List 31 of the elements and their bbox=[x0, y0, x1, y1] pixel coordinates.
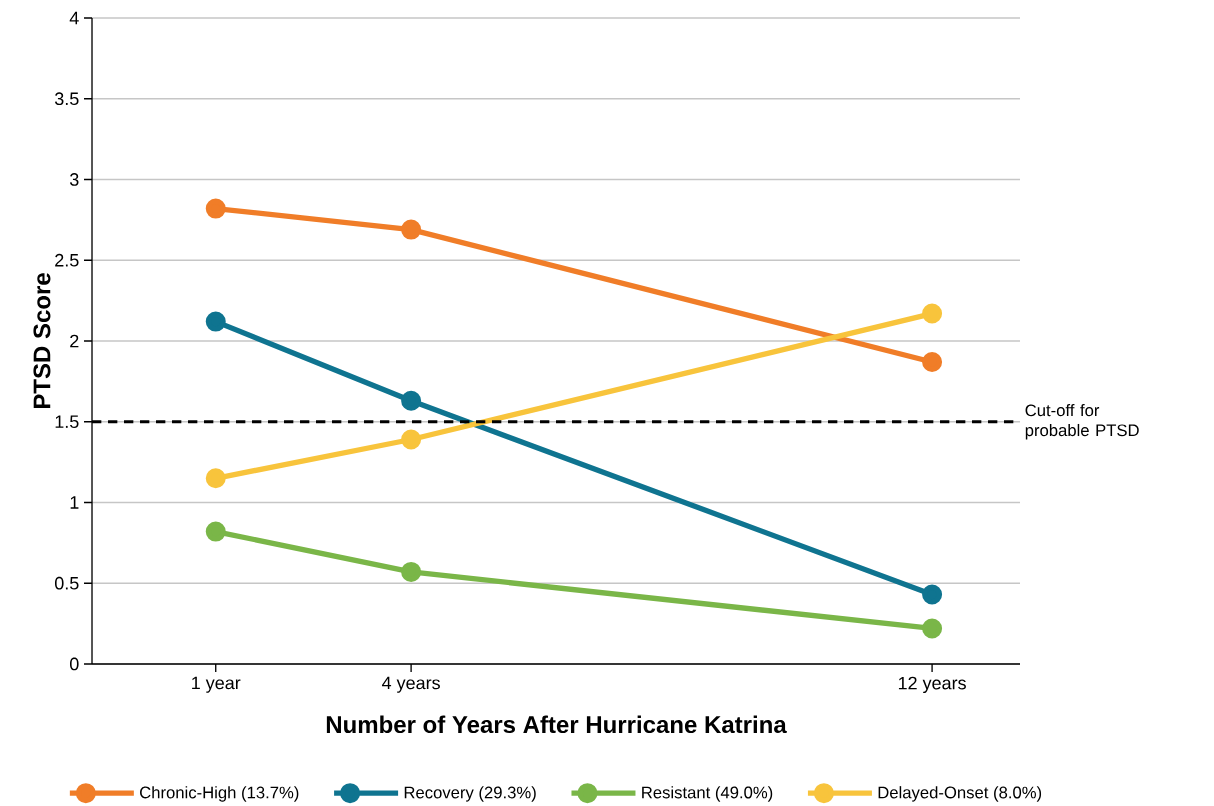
y-tick-label: 1.5 bbox=[55, 415, 79, 429]
point bbox=[922, 351, 943, 372]
y-axis-title: PTSD Score bbox=[33, 273, 51, 409]
x-tick-label: 12 years bbox=[898, 676, 966, 694]
point bbox=[205, 311, 226, 332]
point bbox=[401, 561, 422, 582]
legend-label: Chronic-High (13.7%) bbox=[140, 786, 299, 802]
point bbox=[205, 468, 226, 489]
x-axis-title: Number of Years After Hurricane Katrina bbox=[326, 715, 787, 734]
point bbox=[922, 584, 943, 605]
y-tick-label: 2.5 bbox=[55, 253, 79, 267]
y-tick-label: 4 bbox=[69, 11, 79, 25]
y-tick-label: 3 bbox=[69, 173, 79, 186]
y-tick-label: 0.5 bbox=[54, 576, 79, 590]
y-tick-label: 1 bbox=[70, 496, 79, 509]
legend-label: Delayed-Onset (8.0%) bbox=[878, 786, 1042, 802]
point bbox=[401, 219, 422, 240]
legend-label: Resistant (49.0%) bbox=[642, 786, 773, 802]
point bbox=[205, 521, 226, 542]
y-tick-label: 0 bbox=[70, 657, 79, 671]
point bbox=[401, 390, 422, 411]
point bbox=[922, 303, 943, 324]
ref-line-label: Cut-off for probable PTSD bbox=[1025, 403, 1139, 440]
legend-label: Recovery (29.3%) bbox=[404, 786, 536, 802]
x-tick-label: 4 years bbox=[382, 676, 440, 693]
y-tick-label: 3.5 bbox=[54, 92, 79, 106]
point bbox=[401, 429, 422, 450]
point bbox=[922, 618, 943, 639]
y-tick-label: 2 bbox=[70, 334, 79, 348]
point bbox=[205, 198, 226, 219]
x-tick-label: 1 year bbox=[192, 676, 241, 693]
